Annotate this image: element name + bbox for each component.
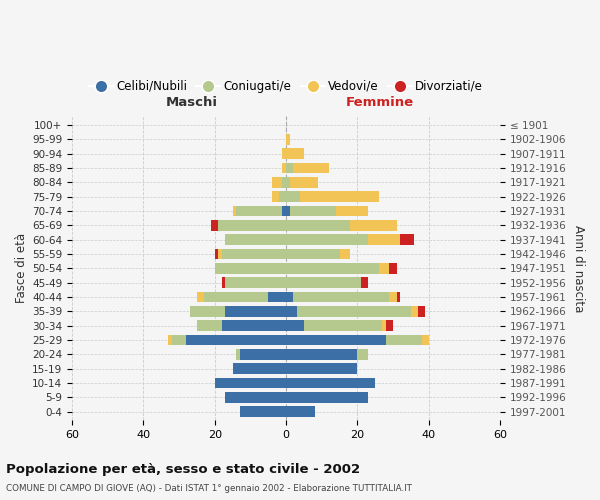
Bar — [272, 177, 283, 188]
Bar — [240, 406, 286, 417]
Bar — [222, 277, 226, 288]
Bar — [389, 263, 397, 274]
Bar — [286, 134, 290, 144]
Bar — [286, 406, 314, 417]
Bar — [350, 220, 397, 230]
Bar — [286, 364, 358, 374]
Bar — [218, 220, 286, 230]
Bar — [340, 248, 350, 260]
Bar — [169, 334, 172, 345]
Bar — [222, 320, 286, 331]
Bar — [286, 162, 293, 173]
Bar — [226, 306, 286, 316]
Bar — [336, 206, 368, 216]
Bar — [233, 364, 286, 374]
Bar — [286, 349, 358, 360]
Bar — [222, 248, 286, 260]
Bar — [279, 191, 286, 202]
Bar — [211, 220, 218, 230]
Bar — [286, 277, 361, 288]
Bar — [386, 320, 393, 331]
Bar — [215, 248, 218, 260]
Bar — [286, 191, 301, 202]
Bar — [293, 292, 389, 302]
Bar — [286, 263, 379, 274]
Y-axis label: Fasce di età: Fasce di età — [15, 233, 28, 304]
Bar — [286, 177, 290, 188]
Bar — [240, 349, 286, 360]
Bar — [226, 392, 286, 402]
Bar — [286, 292, 293, 302]
Y-axis label: Anni di nascita: Anni di nascita — [572, 224, 585, 312]
Bar — [286, 234, 368, 245]
Text: COMUNE DI CAMPO DI GIOVE (AQ) - Dati ISTAT 1° gennaio 2002 - Elaborazione TUTTIT: COMUNE DI CAMPO DI GIOVE (AQ) - Dati IST… — [6, 484, 412, 493]
Bar — [283, 177, 286, 188]
Bar — [293, 162, 329, 173]
Bar — [389, 292, 397, 302]
Bar — [301, 191, 379, 202]
Bar — [236, 349, 240, 360]
Bar — [286, 378, 375, 388]
Bar — [215, 378, 286, 388]
Bar — [358, 349, 368, 360]
Bar — [272, 191, 279, 202]
Bar — [411, 306, 418, 316]
Bar — [286, 248, 340, 260]
Bar — [286, 306, 297, 316]
Bar — [233, 206, 236, 216]
Bar — [397, 292, 400, 302]
Bar — [283, 206, 286, 216]
Bar — [186, 334, 286, 345]
Bar — [215, 263, 286, 274]
Bar — [226, 277, 286, 288]
Bar — [379, 263, 389, 274]
Bar — [218, 248, 222, 260]
Bar — [197, 320, 222, 331]
Bar — [286, 148, 304, 159]
Text: Femmine: Femmine — [346, 96, 414, 108]
Bar — [286, 334, 386, 345]
Bar — [304, 320, 382, 331]
Bar — [172, 334, 186, 345]
Bar — [286, 320, 304, 331]
Bar — [418, 306, 425, 316]
Bar — [283, 148, 286, 159]
Bar — [226, 234, 286, 245]
Bar — [286, 392, 368, 402]
Bar — [204, 292, 268, 302]
Bar — [197, 292, 204, 302]
Bar — [297, 306, 411, 316]
Bar — [190, 306, 226, 316]
Legend: Celibi/Nubili, Coniugati/e, Vedovi/e, Divorziati/e: Celibi/Nubili, Coniugati/e, Vedovi/e, Di… — [84, 75, 488, 98]
Bar — [368, 234, 400, 245]
Bar — [386, 334, 422, 345]
Bar — [290, 177, 318, 188]
Text: Popolazione per età, sesso e stato civile - 2002: Popolazione per età, sesso e stato civil… — [6, 462, 360, 475]
Bar — [236, 206, 283, 216]
Bar — [400, 234, 415, 245]
Bar — [286, 206, 290, 216]
Bar — [268, 292, 286, 302]
Bar — [382, 320, 386, 331]
Bar — [422, 334, 428, 345]
Text: Maschi: Maschi — [166, 96, 218, 108]
Bar — [286, 220, 350, 230]
Bar — [361, 277, 368, 288]
Bar — [283, 162, 286, 173]
Bar — [290, 206, 336, 216]
